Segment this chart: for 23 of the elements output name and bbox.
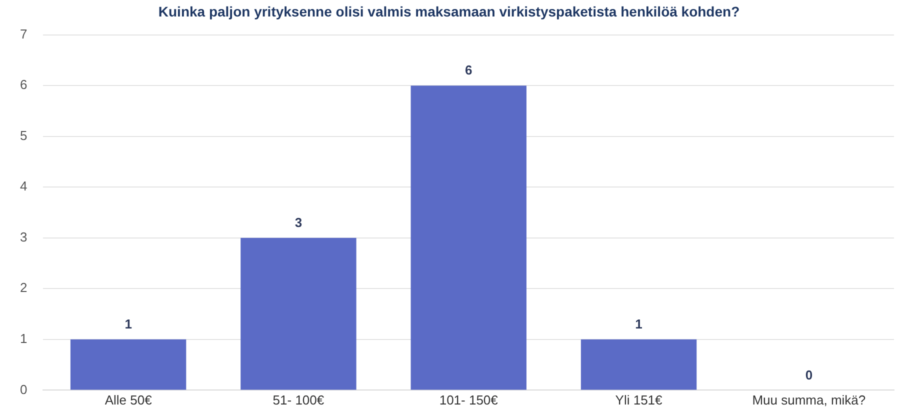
x-tick-label: 51- 100€ (272, 392, 325, 408)
y-tick-label: 1 (20, 331, 28, 346)
y-tick-label: 2 (20, 280, 28, 296)
data-label: 3 (294, 214, 302, 230)
y-tick-label: 4 (20, 178, 28, 194)
bar (70, 339, 186, 390)
y-tick-label: 5 (20, 128, 28, 143)
y-tick-label: 3 (20, 229, 28, 244)
y-tick-label: 7 (20, 26, 28, 42)
bar (240, 238, 356, 390)
y-tick-label: 0 (20, 382, 28, 397)
x-tick-label: Muu summa, mikä? (752, 392, 866, 408)
x-tick-label: Yli 151€ (615, 392, 664, 408)
bar (580, 339, 697, 390)
data-label: 0 (805, 367, 813, 382)
x-tick-label: Alle 50€ (104, 392, 153, 408)
x-tick-label: 101- 150€ (439, 392, 499, 408)
y-tick-label: 6 (20, 77, 28, 92)
data-label: 1 (124, 316, 132, 332)
data-label: 6 (465, 62, 472, 78)
bar (410, 86, 526, 390)
chart-title: Kuinka paljon yrityksenne olisi valmis maksamaan virkistyspaketista henkilöä kohden? (158, 3, 740, 20)
data-label: 1 (635, 316, 642, 332)
